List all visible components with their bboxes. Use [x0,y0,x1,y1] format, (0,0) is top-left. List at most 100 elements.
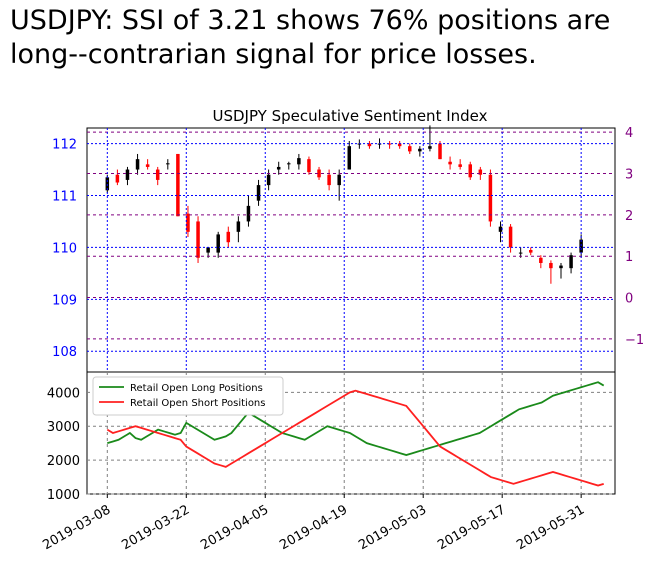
candle-body [498,226,503,232]
candle-body [186,213,190,232]
candle [428,125,432,152]
candle-body [266,174,271,186]
candle [135,153,140,175]
candle-body [115,174,120,183]
candle [125,166,130,186]
candle [468,161,473,180]
candle-body [297,158,301,165]
candle [448,156,452,170]
candle [508,224,513,253]
ssi-tick-label: −1 [625,333,644,348]
candle-body [216,234,220,253]
ssi-tick-label: 4 [625,126,633,141]
price-tick-label: 112 [52,138,77,153]
legend: Retail Open Long Positions Retail Open Sh… [92,376,284,416]
candle [166,159,170,170]
candle-body [458,164,462,167]
candle-body [448,161,452,165]
candle-body [226,231,231,243]
positions-tick-label: 4000 [47,386,80,401]
candle-body [105,177,110,191]
candle [176,153,180,217]
date-tick-label: 2019-04-05 [198,502,271,553]
date-tick-label: 2019-04-19 [277,502,350,553]
candle-body [236,221,241,232]
candle [196,216,200,263]
candle [458,159,462,170]
candle [408,143,412,154]
candle [397,140,402,149]
candle-body [337,174,341,186]
candle [186,205,190,238]
candle-body [579,239,583,253]
candle [256,179,261,206]
price-tick-label: 108 [52,345,77,360]
candle [266,169,271,191]
candle [276,161,281,175]
candle [357,139,362,149]
candle-body [518,252,523,254]
candle-body [196,221,200,258]
candle-body [569,255,573,269]
legend-box [92,376,284,416]
candle-body [428,146,432,149]
candle [317,166,321,180]
candle-body [468,164,473,178]
candle-body [539,257,543,263]
candle [287,161,291,170]
candle-body [508,226,513,248]
candle [115,169,120,186]
legend-label: Retail Open Long Positions [130,383,263,394]
date-tick-label: 2019-05-17 [435,502,508,553]
candle [307,156,311,175]
price-tick-label: 111 [52,189,77,204]
candle [498,221,503,243]
candle-body [155,169,160,180]
candle [347,140,352,170]
date-tick-label: 2019-05-03 [356,502,429,553]
candle-body [125,169,130,180]
candle [559,262,563,279]
candle-body [478,169,483,175]
candle [246,195,251,227]
candle [367,140,372,149]
candle [488,169,493,227]
candle [226,226,231,248]
candle-body [287,163,291,165]
positions-tick-label: 1000 [47,488,80,503]
positions-tick-label: 2000 [47,454,80,469]
candle [216,231,220,258]
price-tick-label: 110 [52,241,77,256]
candle [528,247,533,256]
candle-body [176,153,180,217]
candle-body [418,148,422,152]
candle-body [145,164,150,167]
candle-body [438,143,442,160]
candle [569,252,573,274]
candle-body [347,146,352,170]
top-panel: 108 109 110 111 112 −1 0 1 2 3 4 [52,125,644,373]
ssi-tick-label: 3 [625,167,633,182]
candle [387,140,392,149]
candle [539,255,543,269]
date-tick-label: 2019-03-08 [40,502,113,553]
candle-body [166,163,170,165]
candle [327,169,331,191]
candle-body [317,169,321,178]
positions-tick-label: 3000 [47,420,80,435]
candle-body [206,247,210,253]
candle-body [528,250,533,253]
ssi-tick-label: 1 [625,250,633,265]
chart-title: USDJPY Speculative Sentiment Index [212,107,487,125]
candle-body [246,205,251,222]
candle [145,159,150,170]
long-positions-line [107,381,605,456]
short-positions-line [106,389,604,487]
candle [337,169,341,201]
candle-body [276,166,281,170]
candle-body [549,262,553,269]
candle-body [367,143,372,147]
legend-label: Retail Open Short Positions [130,398,265,409]
